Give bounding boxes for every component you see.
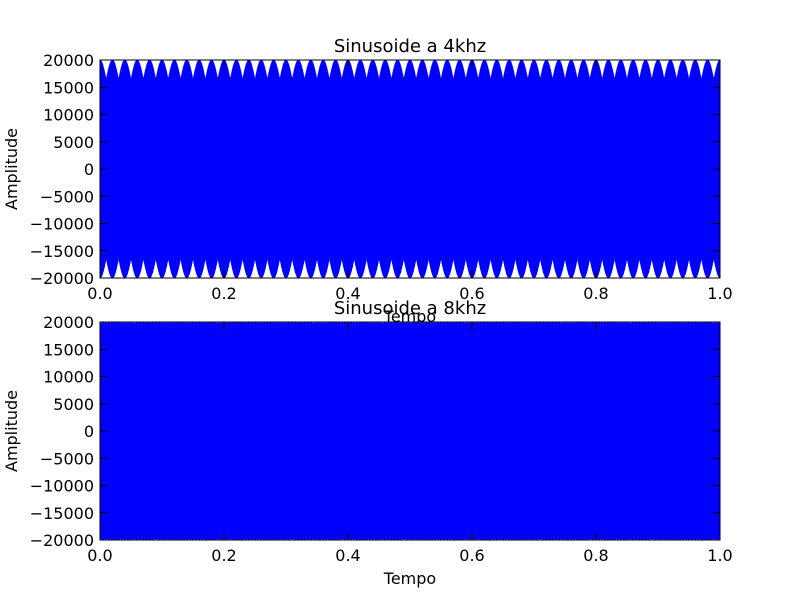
y-tick-label: 0 bbox=[84, 422, 94, 441]
y-tick-label: 10000 bbox=[43, 368, 94, 387]
chart-title: Sinusoide a 4khz bbox=[334, 36, 486, 57]
subplot-4khz: 0.0 0.2 0.4 0.6 0.8 1.0 20000 15000 10000 5000 0 −… bbox=[2, 36, 733, 326]
y-tick-label: −10000 bbox=[30, 477, 94, 496]
x-tick-label: 0.4 bbox=[335, 546, 360, 565]
x-axis-label: Tempo bbox=[383, 307, 436, 326]
x-tick-label: 1.0 bbox=[707, 284, 732, 303]
y-tick-label: −20000 bbox=[30, 531, 94, 550]
y-tick-label: 15000 bbox=[43, 78, 94, 97]
x-axis-label: Tempo bbox=[383, 569, 436, 588]
y-axis-label: Amplitude bbox=[2, 390, 21, 472]
y-tick-label: 15000 bbox=[43, 340, 94, 359]
subplot-8khz: 0.0 0.2 0.4 0.6 0.8 1.0 20000 15000 10000 5000 0 −… bbox=[2, 298, 733, 588]
x-tick-label: 0.2 bbox=[211, 284, 236, 303]
y-tick-label: 5000 bbox=[53, 133, 94, 152]
y-tick-label: −5000 bbox=[40, 449, 94, 468]
x-tick-label: 0.4 bbox=[335, 284, 360, 303]
series-4khz bbox=[99, 59, 721, 279]
y-tick-label: −20000 bbox=[30, 269, 94, 288]
y-tick-label: 10000 bbox=[43, 106, 94, 125]
x-tick-label: 0.0 bbox=[87, 284, 112, 303]
x-ticks: 0.0 0.2 0.4 0.6 0.8 1.0 bbox=[87, 60, 733, 303]
line-8khz bbox=[99, 321, 721, 541]
series-8khz bbox=[99, 321, 721, 541]
chart-title: Sinusoide a 8khz bbox=[334, 298, 486, 319]
line-4khz bbox=[99, 59, 721, 279]
x-tick-label: 0.8 bbox=[583, 284, 608, 303]
y-tick-label: 0 bbox=[84, 160, 94, 179]
y-tick-label: −5000 bbox=[40, 187, 94, 206]
y-tick-label: −10000 bbox=[30, 215, 94, 234]
x-tick-label: 0.6 bbox=[459, 546, 484, 565]
x-tick-label: 0.0 bbox=[87, 546, 112, 565]
y-ticks: 20000 15000 10000 5000 0 −5000 −10000 −15000 −20… bbox=[30, 51, 720, 288]
x-tick-label: 1.0 bbox=[707, 546, 732, 565]
y-axis-label: Amplitude bbox=[2, 128, 21, 210]
x-tick-label: 0.6 bbox=[459, 284, 484, 303]
y-tick-label: 5000 bbox=[53, 395, 94, 414]
y-tick-label: −15000 bbox=[30, 504, 94, 523]
y-tick-label: 20000 bbox=[43, 313, 94, 332]
x-ticks: 0.0 0.2 0.4 0.6 0.8 1.0 bbox=[87, 322, 733, 565]
y-tick-label: 20000 bbox=[43, 51, 94, 70]
x-tick-label: 0.8 bbox=[583, 546, 608, 565]
y-tick-label: −15000 bbox=[30, 242, 94, 261]
x-tick-label: 0.2 bbox=[211, 546, 236, 565]
y-ticks: 20000 15000 10000 5000 0 −5000 −10000 −15000 −20… bbox=[30, 313, 720, 550]
